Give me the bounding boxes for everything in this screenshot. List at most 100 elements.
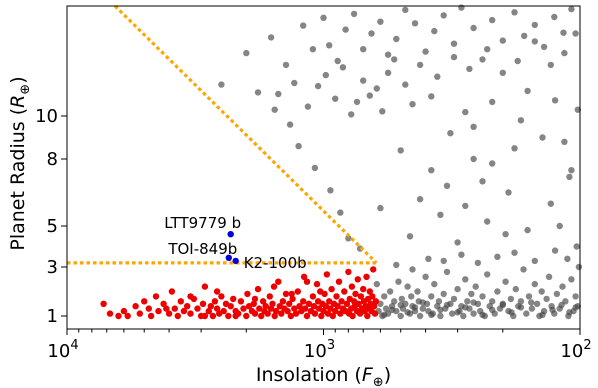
desert-planet-point [222, 300, 230, 307]
desert-planet-point [305, 300, 313, 307]
background-planet-point [494, 288, 501, 295]
desert-planet-point [245, 303, 253, 310]
desert-planet-point [300, 298, 307, 305]
background-planet-point [443, 301, 451, 309]
desert-planet-point [355, 300, 362, 307]
background-planet-point [462, 108, 469, 116]
desert-planet-point [213, 288, 221, 295]
background-planet-point [489, 160, 496, 167]
background-planet-point [437, 306, 444, 314]
background-planet-point [499, 69, 506, 77]
background-planet-point [511, 249, 518, 256]
background-planet-point [514, 57, 521, 65]
desert-planet-point [313, 280, 321, 288]
desert-planet-point [271, 312, 278, 320]
desert-planet-point [270, 283, 278, 290]
background-planet-point [435, 298, 443, 305]
background-planet-point [538, 288, 545, 295]
background-planet-point [528, 299, 535, 306]
background-planet-point [450, 295, 458, 303]
background-planet-point [564, 255, 571, 262]
desert-planet-point [288, 290, 295, 298]
desert-planet-point [266, 293, 273, 300]
axis-label-symbol: F [362, 364, 374, 386]
desert-planet-point [232, 312, 239, 320]
axis-label-text: Insolation ( [256, 364, 362, 386]
background-planet-point [295, 142, 302, 150]
background-planet-point [393, 35, 400, 43]
axis-label-subscript: ⊕ [18, 84, 33, 95]
boundary-line [113, 4, 378, 265]
background-planet-point [404, 309, 411, 316]
desert-planet-point [337, 310, 344, 317]
background-planet-point [218, 81, 225, 88]
background-planet-point [350, 10, 358, 18]
desert-planet-point [251, 295, 259, 303]
desert-planet-point [209, 312, 217, 320]
background-planet-point [379, 108, 386, 115]
background-planet-point [286, 121, 294, 128]
background-planet-point [406, 233, 414, 240]
desert-planet-point [205, 307, 212, 315]
desert-planet-point [310, 303, 318, 310]
desert-planet-point [254, 285, 262, 293]
background-planet-point [511, 9, 518, 16]
background-planet-point [470, 24, 477, 32]
desert-planet-point [275, 278, 282, 285]
background-planet-point [437, 312, 444, 320]
x-tick-label: 103 [304, 338, 335, 362]
background-planets-layer [218, 4, 583, 320]
background-planet-point [326, 42, 333, 49]
background-planet-point [332, 95, 339, 102]
background-planet-point [311, 164, 319, 172]
desert-planet-point [356, 310, 364, 317]
background-planet-point [523, 310, 530, 317]
background-planet-point [512, 285, 519, 293]
desert-planet-point [309, 293, 317, 300]
background-planet-point [489, 98, 496, 106]
desert-planet-point [152, 293, 160, 300]
background-planet-point [574, 106, 581, 113]
desert-planet-point [199, 300, 207, 307]
desert-planet-point [354, 276, 361, 283]
desert-planet-point [187, 310, 194, 317]
axis-label-symbol: R [7, 95, 29, 108]
desert-planet-point [124, 312, 131, 320]
boundary-lines-layer [67, 4, 378, 265]
background-planet-point [494, 253, 501, 260]
desert-planet-point [194, 305, 201, 312]
background-planet-point [511, 145, 518, 152]
background-planet-point [479, 56, 486, 63]
background-planet-point [395, 278, 402, 285]
background-planet-point [428, 293, 435, 300]
desert-planet-point [371, 310, 379, 317]
background-planet-point [502, 231, 509, 238]
background-planet-point [524, 87, 531, 95]
background-planet-point [479, 311, 486, 318]
background-planet-point [547, 61, 554, 69]
desert-planet-point [334, 303, 341, 310]
background-planet-point [386, 288, 394, 295]
background-planet-point [428, 93, 435, 100]
desert-planet-point [311, 310, 319, 317]
background-planet-point [528, 305, 536, 312]
background-planet-point [291, 79, 298, 87]
highlighted-planet-point [232, 257, 239, 265]
desert-planet-point [243, 312, 250, 320]
background-planet-point [391, 298, 398, 305]
background-planet-point [411, 304, 419, 311]
background-planet-point [450, 53, 458, 61]
background-planet-point [450, 40, 458, 47]
x-axis-ticks: 104 103 102 [47, 329, 592, 362]
background-planet-point [409, 266, 416, 273]
background-planet-point [384, 51, 392, 58]
desert-planet-point [227, 303, 234, 310]
desert-planet-point [106, 310, 114, 317]
background-planet-point [573, 243, 580, 250]
background-planet-point [553, 290, 561, 298]
desert-planet-point [187, 293, 194, 300]
desert-planet-point [369, 293, 376, 300]
background-planet-point [360, 77, 367, 84]
desert-planet-point [333, 293, 340, 300]
background-planet-point [472, 283, 479, 290]
